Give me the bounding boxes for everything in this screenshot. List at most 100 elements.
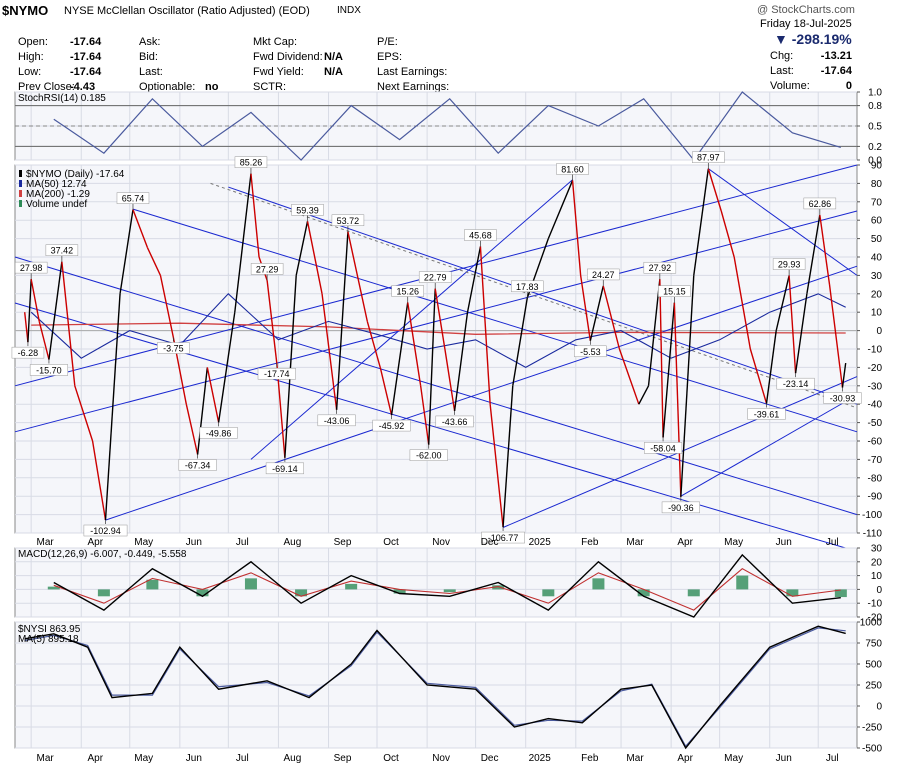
- main-xtick-4: Jul: [236, 537, 249, 548]
- annotation-label-8: -49.86: [206, 428, 232, 438]
- nymo-segment-33: [407, 302, 422, 386]
- col1-label-2: Low:: [18, 66, 42, 78]
- col1-label-1: High:: [18, 51, 44, 63]
- main-xtick-0: Mar: [37, 537, 55, 548]
- nymo-segment-64: [788, 275, 797, 374]
- nymo-segment-30: [366, 321, 381, 368]
- main-xtick-3: Jun: [186, 537, 202, 548]
- annotation-label-20: -43.66: [442, 417, 468, 427]
- macd-hist-bar-16: [834, 589, 847, 598]
- annotation-box-29: [658, 285, 691, 297]
- nysi-xtick-15: Jun: [776, 753, 792, 764]
- main-trendline-3: [14, 256, 858, 516]
- annotation-label-15: -43.06: [324, 416, 350, 426]
- nymo-segment-54: [662, 302, 676, 438]
- main-ytick-label-14: -50: [868, 418, 883, 429]
- stochrsi-ytick-label-0: 1.0: [868, 88, 882, 99]
- main-ytick-label-18: -90: [868, 492, 883, 503]
- nysi-xtick-10: 2025: [529, 753, 552, 764]
- main-legend-3: Volume undef: [26, 199, 87, 210]
- main-ytick-label-5: 40: [871, 253, 883, 264]
- annotation-box-3: [45, 244, 79, 256]
- main-xtick-13: Apr: [677, 537, 693, 548]
- change-percent-value: -298.19%: [791, 31, 852, 47]
- main-ytick-label-3: 60: [871, 216, 883, 227]
- nymo-segment-24: [284, 275, 297, 458]
- annotation-box-35: [803, 197, 837, 210]
- nymo-segment-53: [659, 279, 664, 438]
- annotation-box-20: [435, 415, 474, 428]
- annotation-box-32: [747, 408, 786, 420]
- stochrsi-ytick-label-4: 0.0: [868, 156, 882, 167]
- annotation-box-18: [418, 271, 452, 283]
- main-legend-swatch-2: [19, 190, 22, 197]
- annotation-label-7: -67.34: [185, 461, 211, 471]
- annotation-label-36: -30.93: [830, 394, 856, 404]
- annotation-label-2: -15.70: [36, 365, 62, 375]
- col4-label-0: P/E:: [377, 36, 398, 48]
- annotation-box-9: [234, 156, 268, 168]
- col5-value-2: 0: [845, 80, 852, 92]
- annotation-label-6: -3.75: [163, 344, 184, 354]
- col2-label-0: Ask:: [139, 36, 161, 48]
- nymo-segment-48: [589, 285, 604, 341]
- annotation-label-35: 62.86: [809, 199, 832, 209]
- nymo-segment-10: [119, 209, 134, 294]
- main-ytick-label-13: -40: [868, 400, 883, 411]
- nymo-segment-3: [30, 278, 40, 322]
- annotation-box-21: [464, 229, 497, 241]
- annotation-label-29: 15.15: [663, 287, 686, 297]
- annotation-box-36: [823, 392, 862, 404]
- nymo-segment-57: [693, 168, 710, 276]
- main-ytick-label-8: 10: [871, 308, 883, 319]
- annotation-label-14: 53.72: [337, 216, 360, 226]
- annotation-label-24: 81.60: [561, 164, 584, 174]
- annotation-label-16: -45.92: [379, 421, 405, 431]
- main-trendline-1: [14, 210, 858, 433]
- nymo-segment-50: [618, 348, 640, 405]
- nymo-segment-32: [390, 302, 409, 416]
- macd-hist-bar-9: [492, 585, 505, 590]
- nymo-segment-59: [720, 210, 735, 258]
- main-trendline-5: [132, 208, 858, 433]
- main-ytick-label-11: -20: [868, 363, 883, 374]
- main-ytick-label-15: -60: [868, 437, 883, 448]
- annotation-label-31: 87.97: [697, 153, 720, 163]
- annotation-box-34: [776, 377, 815, 390]
- nymo-segment-22: [266, 280, 278, 364]
- macd-hist-bar-2: [146, 579, 159, 590]
- annotation-label-22: -106.77: [488, 533, 519, 543]
- nymo-segment-43: [512, 297, 529, 386]
- nymo-segment-5: [48, 261, 63, 360]
- nymo-segment-26: [306, 221, 323, 294]
- nysi-line: [24, 625, 846, 750]
- annotation-label-3: 37.42: [51, 246, 74, 256]
- main-legend-0: $NYMO (Daily) -17.64: [26, 169, 125, 180]
- main-xtick-14: May: [724, 537, 743, 548]
- macd-hist-bar-11: [592, 578, 605, 590]
- annotation-box-5: [116, 192, 150, 204]
- annotation-label-19: -62.00: [416, 451, 442, 461]
- nymo-segment-34: [419, 385, 430, 445]
- macd-hist-bar-3: [196, 589, 209, 597]
- nymo-segment-60: [733, 256, 752, 350]
- nymo-segment-35: [428, 288, 436, 445]
- main-legend-swatch-3: [19, 200, 22, 207]
- macd-hist-bar-10: [542, 589, 555, 597]
- nymo-segment-6: [61, 261, 76, 386]
- nysi-xtick-6: Sep: [334, 753, 352, 764]
- watermark: @ StockCharts.com: [757, 4, 855, 16]
- col1-value-2: -17.64: [70, 66, 102, 78]
- main-legend-1: MA(50) 12.74: [26, 179, 87, 190]
- annotation-label-10: 27.29: [256, 264, 279, 274]
- quote-header: $NYMO NYSE McClellan Oscillator (Ratio A…: [0, 0, 900, 93]
- nymo-segment-52: [647, 279, 661, 386]
- nysi-ytick-label-1: 750: [865, 639, 882, 650]
- nymo-segment-47: [579, 275, 592, 341]
- annotation-box-11: [257, 367, 296, 380]
- nymo-segment-25: [295, 221, 309, 276]
- col5-label-1: Last:: [770, 65, 794, 77]
- nymo-segment-28: [335, 231, 349, 410]
- stochrsi-legend: StochRSI(14) 0.185: [18, 93, 106, 104]
- annotation-label-30: -90.36: [668, 503, 694, 513]
